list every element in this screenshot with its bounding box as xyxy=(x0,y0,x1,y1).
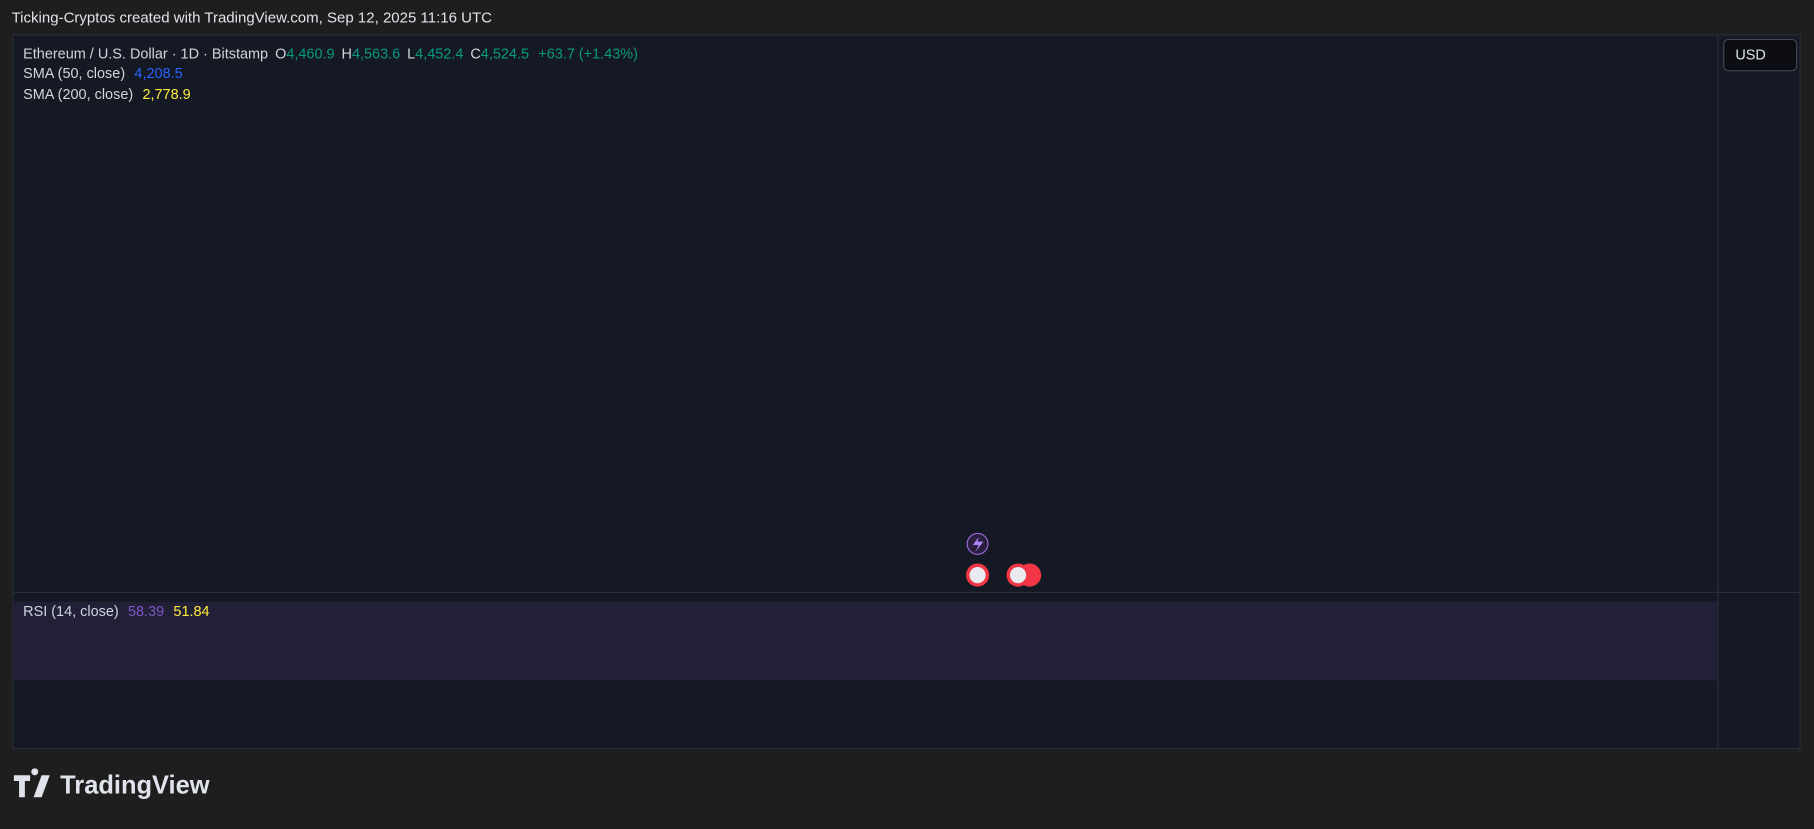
currency-button[interactable] xyxy=(1723,38,1798,72)
event-icons xyxy=(966,532,1042,587)
rsi-band xyxy=(13,601,1718,681)
currency-label[interactable]: USD xyxy=(1735,47,1766,63)
ohlc-value: 4,460.9 xyxy=(286,46,334,62)
chart-frame xyxy=(12,34,1801,750)
legend-name: SMA (50, close) xyxy=(23,66,125,82)
event-flag xyxy=(1009,567,1027,584)
legend-sma200: SMA (200, close) 2,778.9 xyxy=(23,87,191,103)
ohlc-label: L xyxy=(407,46,415,62)
ohlc-value: 4,452.4 xyxy=(415,46,463,62)
legend-sma50: SMA (50, close) 4,208.5 xyxy=(23,66,183,82)
legend-rsi: RSI (14, close) 58.39 51.84 xyxy=(23,604,209,620)
brand: TradingView xyxy=(60,772,210,800)
legend-value: 51.84 xyxy=(173,604,209,620)
ohlc-label: H xyxy=(341,46,351,62)
legend-value: 2,778.9 xyxy=(142,87,190,103)
caption: Ticking-Cryptos created with TradingView… xyxy=(12,10,493,27)
event-flag xyxy=(969,567,986,584)
ohlc-label: C xyxy=(470,46,480,62)
ohlc-value: 4,524.5 xyxy=(481,46,529,62)
ohlc-value: 4,563.6 xyxy=(352,46,400,62)
legend-value: 4,208.5 xyxy=(134,66,182,82)
legend-value: 58.39 xyxy=(128,604,164,620)
change: +63.7 (+1.43%) xyxy=(538,46,638,62)
brand-logo xyxy=(13,768,50,798)
ohlc-label: O xyxy=(275,46,286,62)
legend-main: Ethereum / U.S. Dollar · 1D · Bitstamp O4… xyxy=(23,46,638,62)
legend-name: SMA (200, close) xyxy=(23,87,133,103)
legend-name: RSI (14, close) xyxy=(23,604,119,620)
event-icon xyxy=(972,536,984,552)
symbol-title: Ethereum / U.S. Dollar · 1D · Bitstamp xyxy=(23,46,268,62)
